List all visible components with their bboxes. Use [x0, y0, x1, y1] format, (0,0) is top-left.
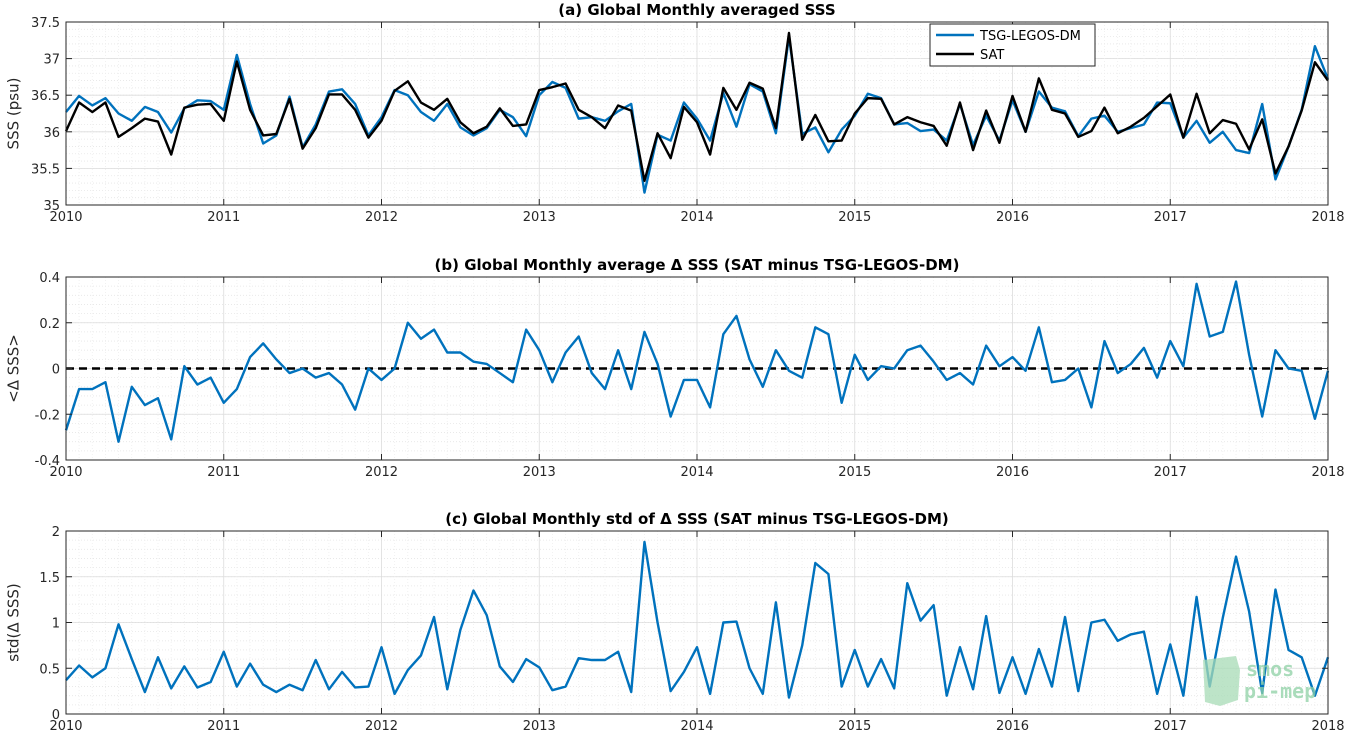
panel-b: 2010 2011 2012 2013 2014 2015 2016 2017 2018 -0.4…: [5, 256, 1345, 480]
panel-a-grid: [65, 21, 1329, 206]
panel-a-series: [64, 31, 1330, 194]
smos-pimep-logo: smos pi-mep: [1203, 656, 1316, 706]
x-tick-label: 2018: [1311, 719, 1344, 734]
panel-c: 2010 2011 2012 2013 2014 2015 2016 2017 2018 0 0.5…: [5, 510, 1345, 734]
y-tick-label: 37.5: [31, 16, 60, 31]
x-tick-label: 2014: [680, 465, 713, 480]
x-tick-label: 2012: [365, 719, 398, 734]
x-tick-label: 2014: [680, 719, 713, 734]
panel-c-ticks: 2010 2011 2012 2013 2014 2015 2016 2017 2018 0 0.5…: [39, 525, 1344, 734]
y-tick-label: 37: [43, 53, 60, 68]
x-tick-label: 2017: [1154, 210, 1187, 225]
logo-text-smos: smos: [1246, 657, 1294, 681]
panel-b-title: (b) Global Monthly average Δ SSS (SAT mi…: [435, 256, 960, 274]
y-tick-label: 2: [52, 525, 60, 540]
y-tick-label: 0.4: [39, 271, 60, 286]
y-tick-label: -0.4: [35, 454, 60, 469]
x-tick-label: 2013: [523, 465, 556, 480]
y-tick-label: 0.5: [39, 662, 60, 677]
x-tick-label: 2015: [838, 465, 871, 480]
series-line-sat: [64, 31, 1329, 183]
panel-c-title: (c) Global Monthly std of Δ SSS (SAT min…: [445, 510, 948, 528]
x-tick-label: 2010: [49, 210, 82, 225]
panel-a-ticks: 2010 2011 2012 2013 2014 2015 2016 2017 2018 35 35…: [31, 16, 1345, 225]
x-tick-label: 2013: [523, 719, 556, 734]
logo-map-shape: [1203, 656, 1240, 706]
y-tick-label: 0: [52, 363, 60, 378]
legend-label-tsg: TSG-LEGOS-DM: [979, 29, 1081, 44]
series-line-series-0: [65, 540, 1330, 699]
y-tick-label: 35: [43, 199, 60, 214]
y-tick-label: 1: [52, 617, 60, 632]
x-tick-label: 2010: [49, 465, 82, 480]
panel-a: 2010 2011 2012 2013 2014 2015 2016 2017 2018 35 35…: [5, 1, 1345, 225]
panel-b-ylabel: <Δ SSS>: [5, 334, 23, 403]
y-tick-label: 35.5: [31, 162, 60, 177]
x-tick-label: 2016: [996, 210, 1029, 225]
x-tick-label: 2011: [207, 465, 240, 480]
panel-c-grid: [65, 530, 1329, 715]
x-tick-label: 2011: [207, 210, 240, 225]
panel-a-ylabel: SSS (psu): [5, 78, 23, 150]
x-tick-label: 2017: [1154, 465, 1187, 480]
series-line-series-0: [64, 280, 1330, 443]
y-tick-label: 0: [52, 708, 60, 723]
x-tick-label: 2015: [838, 719, 871, 734]
x-tick-label: 2012: [365, 465, 398, 480]
y-tick-label: 1.5: [39, 571, 60, 586]
legend-label-sat: SAT: [980, 48, 1004, 63]
x-tick-label: 2013: [523, 210, 556, 225]
x-tick-label: 2016: [996, 465, 1029, 480]
x-tick-label: 2018: [1311, 465, 1344, 480]
y-tick-label: 0.2: [39, 317, 60, 332]
legend: TSG-LEGOS-DM SAT: [929, 23, 1096, 67]
y-tick-label: -0.2: [35, 408, 60, 423]
x-tick-label: 2018: [1311, 210, 1344, 225]
legend-box: [929, 23, 1096, 67]
panel-c-series: [65, 540, 1330, 699]
x-tick-label: 2015: [838, 210, 871, 225]
x-tick-label: 2014: [680, 210, 713, 225]
y-tick-label: 36: [43, 126, 60, 141]
x-tick-label: 2017: [1154, 719, 1187, 734]
x-tick-label: 2010: [49, 719, 82, 734]
y-tick-label: 36.5: [31, 89, 60, 104]
logo-text-pimep: pi-mep: [1244, 679, 1316, 703]
x-tick-label: 2016: [996, 719, 1029, 734]
panel-b-ticks: 2010 2011 2012 2013 2014 2015 2016 2017 2018 -0.4…: [35, 271, 1345, 480]
panel-a-title: (a) Global Monthly averaged SSS: [558, 1, 835, 19]
x-tick-label: 2011: [207, 719, 240, 734]
x-tick-label: 2012: [365, 210, 398, 225]
panel-c-ylabel: std(Δ SSS): [5, 583, 23, 662]
panel-b-series: [64, 280, 1330, 443]
